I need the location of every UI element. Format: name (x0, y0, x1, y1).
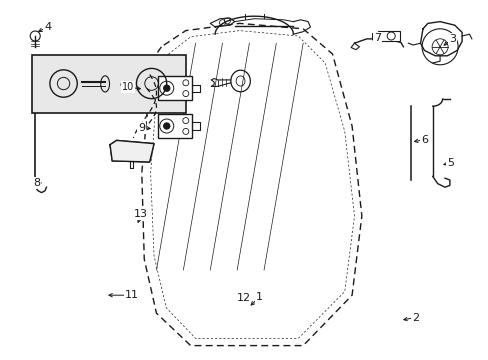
Text: 6: 6 (420, 135, 427, 145)
Text: 10: 10 (122, 82, 134, 92)
Circle shape (163, 123, 169, 129)
Circle shape (163, 85, 169, 91)
Text: 8: 8 (33, 178, 40, 188)
Text: 12: 12 (236, 293, 250, 303)
Text: 5: 5 (447, 158, 453, 168)
FancyBboxPatch shape (377, 31, 399, 41)
FancyBboxPatch shape (32, 55, 185, 113)
Text: 13: 13 (134, 209, 147, 219)
Text: 2: 2 (411, 312, 418, 323)
Text: 7: 7 (373, 33, 380, 43)
FancyBboxPatch shape (158, 114, 191, 138)
Text: 3: 3 (448, 34, 455, 44)
Text: 1: 1 (255, 292, 262, 302)
FancyBboxPatch shape (158, 76, 191, 100)
Text: 4: 4 (44, 22, 51, 32)
Text: 11: 11 (125, 290, 139, 300)
Text: 9: 9 (138, 123, 145, 133)
Polygon shape (110, 140, 154, 162)
